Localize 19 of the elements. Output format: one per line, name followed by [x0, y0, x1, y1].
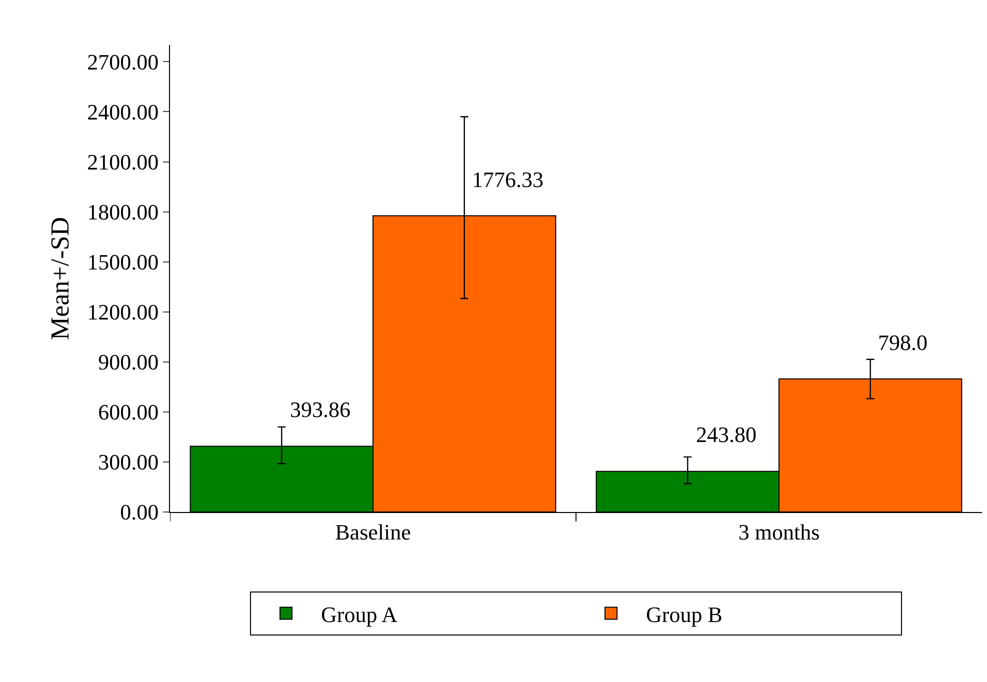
data-label: 798.0	[878, 330, 928, 355]
legend-label: Group B	[646, 602, 722, 627]
y-tick-label: 2100.00	[87, 149, 159, 174]
y-tick-label: 0.00	[120, 500, 159, 525]
y-tick-label: 2400.00	[87, 99, 159, 124]
x-tick-label: 3 months	[738, 519, 820, 544]
data-label: 243.80	[696, 422, 756, 447]
y-tick-label: 300.00	[98, 450, 159, 475]
y-tick-label: 1500.00	[87, 250, 159, 275]
legend-label: Group A	[321, 602, 398, 627]
y-tick-label: 1800.00	[87, 199, 159, 224]
y-axis-title: Mean+/-SD	[46, 217, 74, 340]
data-label: 393.86	[290, 397, 350, 422]
x-tick-label: Baseline	[335, 519, 411, 544]
y-tick-label: 900.00	[98, 350, 159, 375]
data-label: 1776.33	[472, 167, 544, 192]
y-tick-label: 2700.00	[87, 49, 159, 74]
y-tick-label: 1200.00	[87, 300, 159, 325]
y-tick-label: 600.00	[98, 400, 159, 425]
